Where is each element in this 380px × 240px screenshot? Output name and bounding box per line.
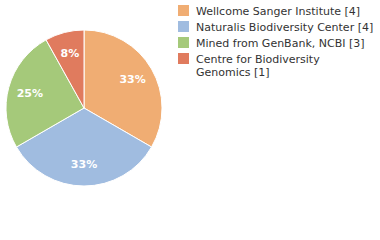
data-label: 25% xyxy=(17,87,43,100)
legend-label-line: Naturalis Biodiversity Center [4] xyxy=(196,21,373,34)
legend-swatch xyxy=(178,5,189,16)
data-labels: 33% 33% 25% 8% xyxy=(17,47,146,171)
data-label: 33% xyxy=(71,158,97,171)
legend-swatch xyxy=(178,53,189,64)
legend-swatch xyxy=(178,37,189,48)
legend-label: Wellcome Sanger Institute [4] xyxy=(196,5,360,18)
chart: 33% 33% 25% 8% Wellcome Sanger Institute [4]… xyxy=(0,0,380,240)
pie-slice xyxy=(6,40,84,147)
legend-swatch xyxy=(178,21,189,32)
legend: Wellcome Sanger Institute [4] Naturalis B… xyxy=(178,5,373,79)
data-label: 8% xyxy=(61,47,80,60)
data-label: 33% xyxy=(119,73,145,86)
pie xyxy=(6,30,162,186)
legend-label: Naturalis Biodiversity Center [4] xyxy=(196,21,373,34)
legend-label: Mined from GenBank, NCBI [3] xyxy=(196,37,365,50)
legend-label-line: Mined from GenBank, NCBI [3] xyxy=(196,37,365,50)
legend-label: Centre for BiodiversityGenomics [1] xyxy=(196,53,320,79)
legend-label-line: Centre for Biodiversity xyxy=(196,53,320,66)
legend-label-line: Wellcome Sanger Institute [4] xyxy=(196,5,360,18)
pie-slice xyxy=(46,30,84,108)
legend-label-line: Genomics [1] xyxy=(196,66,270,79)
